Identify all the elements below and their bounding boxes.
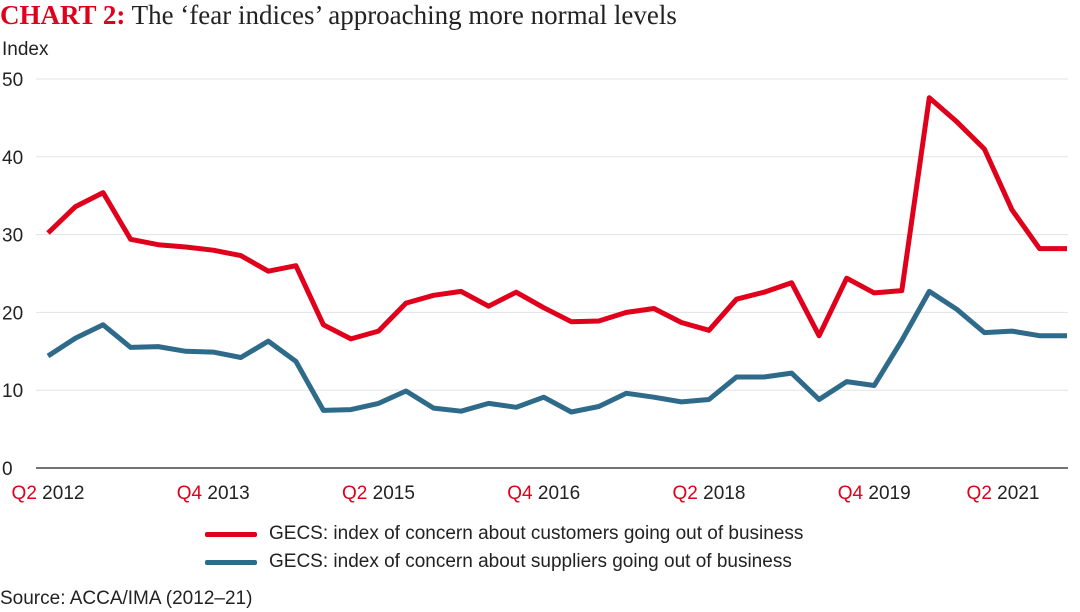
legend-label-customers: GECS: index of concern about customers g… — [269, 523, 804, 544]
y-tick-label-40: 40 — [2, 148, 23, 169]
x-tick-year: 2019 — [863, 483, 911, 504]
chart-title-text: The ‘fear indices’ approaching more norm… — [125, 0, 677, 30]
x-tick-quarter: Q4 — [177, 483, 203, 504]
legend: GECS: index of concern about customers g… — [205, 520, 803, 576]
series-line-suppliers — [46, 288, 1067, 415]
legend-swatch-suppliers — [205, 559, 257, 565]
gridlines — [36, 78, 1068, 391]
y-tick-label-50: 50 — [2, 70, 23, 91]
x-tick-quarter: Q2 — [673, 483, 698, 504]
x-tick-quarter: Q4 — [507, 483, 533, 504]
y-axis-ticks: 0 10 20 30 40 50 — [2, 70, 23, 480]
chart-title: CHART 2: The ‘fear indices’ approaching … — [0, 0, 677, 30]
x-tick-year: 2015 — [367, 483, 415, 504]
x-tick-year: 2021 — [992, 483, 1040, 504]
y-axis-label: Index — [2, 39, 49, 60]
x-tick-year: 2018 — [698, 483, 746, 504]
x-tick-quarter: Q2 — [967, 483, 992, 504]
chart-number: CHART 2: — [0, 0, 126, 30]
x-tick-label-q2-2012: Q2 2012 — [12, 483, 85, 504]
y-tick-label-0: 0 — [2, 459, 13, 480]
x-tick-label-q4-2019: Q4 2019 — [838, 483, 911, 504]
x-tick-label-q4-2013: Q4 2013 — [177, 483, 250, 504]
y-tick-label-10: 10 — [2, 381, 23, 402]
x-tick-quarter: Q4 — [838, 483, 864, 504]
legend-item-customers: GECS: index of concern about customers g… — [205, 520, 803, 548]
y-tick-label-20: 20 — [2, 303, 23, 324]
x-tick-year: 2016 — [533, 483, 581, 504]
x-tick-label-q2-2015: Q2 2015 — [342, 483, 415, 504]
legend-item-suppliers: GECS: index of concern about suppliers g… — [205, 548, 803, 576]
legend-label-suppliers: GECS: index of concern about suppliers g… — [269, 551, 792, 572]
x-tick-quarter: Q2 — [342, 483, 367, 504]
x-axis-ticks: Q2 2012 Q4 2013 Q2 2015 Q4 2016 Q2 2018 Q4 20… — [12, 483, 1040, 504]
legend-swatch-customers — [205, 531, 257, 537]
x-tick-label-q2-2021: Q2 2021 — [967, 483, 1040, 504]
source-note: Source: ACCA/IMA (2012–21) — [0, 588, 253, 609]
x-tick-label-q2-2018: Q2 2018 — [673, 483, 746, 504]
x-tick-year: 2013 — [202, 483, 250, 504]
series-lines — [46, 95, 1067, 415]
series-line-customers — [46, 95, 1067, 342]
y-tick-label-30: 30 — [2, 226, 23, 247]
x-tick-year: 2012 — [37, 483, 85, 504]
x-tick-label-q4-2016: Q4 2016 — [507, 483, 580, 504]
x-tick-quarter: Q2 — [12, 483, 37, 504]
